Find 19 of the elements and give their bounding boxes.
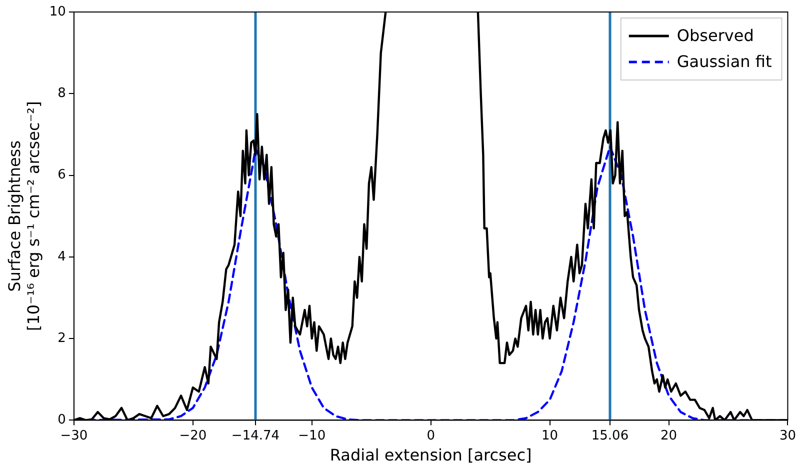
x-tick-label: −20 — [179, 428, 207, 444]
x-axis-title: Radial extension [arcsec] — [330, 446, 532, 465]
legend-label: Observed — [676, 26, 754, 46]
y-tick-label: 0 — [58, 412, 66, 428]
x-tick-label: −30 — [60, 428, 88, 444]
y-tick-label: 2 — [58, 330, 66, 346]
x-tick-label: 20 — [660, 428, 678, 444]
x-tick-label: −10 — [298, 428, 326, 444]
x-tick-label: 0 — [426, 428, 435, 444]
y-tick-label: 8 — [58, 86, 66, 102]
legend-label: Gaussian fit — [676, 52, 772, 72]
x-tick-label: 15.06 — [591, 428, 629, 444]
x-tick-label: −14.74 — [231, 428, 280, 444]
y-tick-label: 10 — [49, 4, 66, 20]
x-tick-label: 10 — [542, 428, 558, 444]
y-tick-label: 4 — [58, 249, 66, 264]
x-tick-label: 30 — [779, 428, 796, 444]
y-axis-title: Surface Brightness [10⁻¹⁶ erg s⁻¹ cm⁻² arcsec⁻²] — [4, 101, 43, 332]
y-tick-label: 6 — [58, 168, 66, 183]
